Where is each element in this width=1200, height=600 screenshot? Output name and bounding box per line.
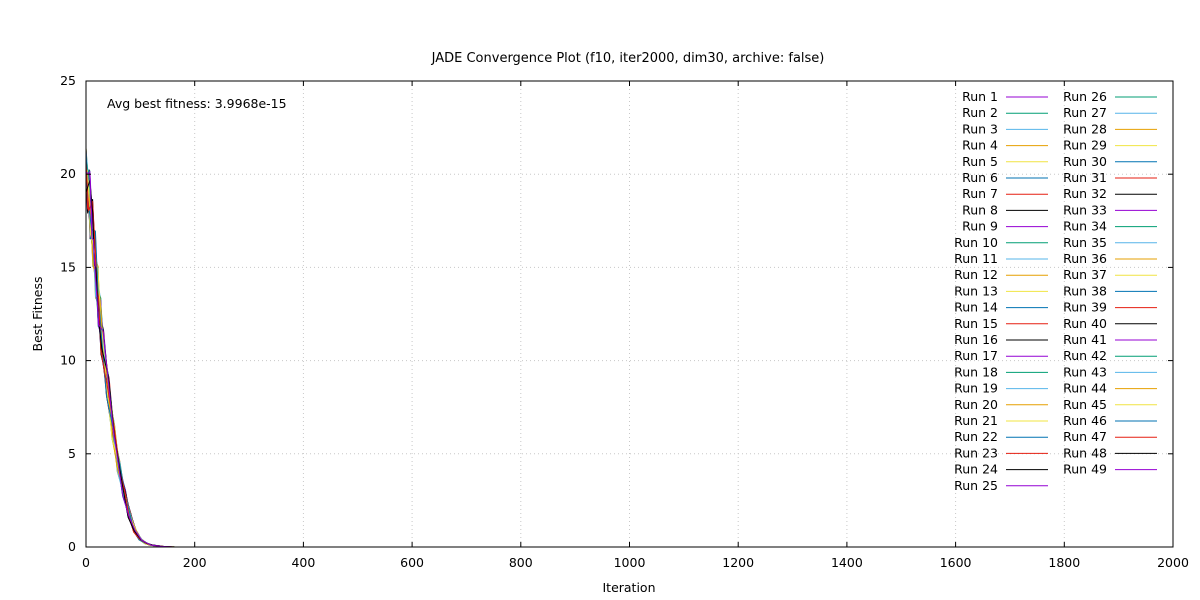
legend-label: Run 26 [1063,89,1107,104]
x-tick-label: 600 [400,555,424,570]
legend-label: Run 5 [962,154,998,169]
series-line [85,180,1173,548]
x-tick-label: 200 [183,555,207,570]
legend-label: Run 48 [1063,445,1107,460]
legend-label: Run 46 [1063,413,1107,428]
legend-label: Run 47 [1063,429,1107,444]
legend-label: Run 32 [1063,186,1107,201]
legend-label: Run 15 [954,316,998,331]
legend-label: Run 36 [1063,251,1107,266]
series-line [85,186,1173,548]
x-tick-label: 1400 [831,555,863,570]
series-line [85,181,1173,548]
legend-label: Run 17 [954,348,998,363]
legend-label: Run 20 [954,397,998,412]
legend-label: Run 10 [954,235,998,250]
series-line [85,171,1173,548]
legend-label: Run 23 [954,445,998,460]
legend-label: Run 2 [962,105,998,120]
x-tick-label: 400 [291,555,315,570]
legend-label: Run 25 [954,478,998,493]
legend-label: Run 1 [962,89,998,104]
series-line [85,157,1173,548]
legend-label: Run 11 [954,251,998,266]
series-line [85,148,1173,548]
series-line [85,147,1173,548]
x-tick-label: 1600 [940,555,972,570]
legend-label: Run 44 [1063,381,1107,396]
y-tick-label: 20 [60,166,76,181]
legend-label: Run 39 [1063,300,1107,315]
y-tick-label: 25 [60,73,76,88]
legend-label: Run 28 [1063,121,1107,136]
x-tick-label: 0 [82,555,90,570]
legend-label: Run 40 [1063,316,1107,331]
legend-label: Run 22 [954,429,998,444]
legend-label: Run 30 [1063,154,1107,169]
legend-label: Run 18 [954,364,998,379]
legend-label: Run 12 [954,267,998,282]
legend-label: Run 43 [1063,364,1107,379]
legend-label: Run 4 [962,138,998,153]
series-line [85,171,1173,548]
legend-label: Run 31 [1063,170,1107,185]
legend-label: Run 21 [954,413,998,428]
y-axis-label: Best Fitness [30,277,45,352]
y-tick-label: 15 [60,259,76,274]
x-tick-label: 800 [509,555,533,570]
y-tick-label: 5 [68,446,76,461]
legend-label: Run 38 [1063,283,1107,298]
chart-title: JADE Convergence Plot (f10, iter2000, di… [431,51,825,66]
series-line [85,171,1173,548]
legend-label: Run 35 [1063,235,1107,250]
x-tick-label: 2000 [1157,555,1189,570]
legend-label: Run 33 [1063,202,1107,217]
grid [86,81,1173,547]
legend-label: Run 29 [1063,138,1107,153]
series-line [85,148,1173,548]
avg-fitness-annotation: Avg best fitness: 3.9968e-15 [107,96,287,111]
legend-label: Run 42 [1063,348,1107,363]
x-axis-label: Iteration [602,580,655,595]
legend-label: Run 34 [1063,219,1107,234]
legend-label: Run 19 [954,381,998,396]
legend-label: Run 16 [954,332,998,347]
x-tick-label: 1200 [722,555,754,570]
series-line [85,158,1173,548]
legend-label: Run 27 [1063,105,1107,120]
legend-label: Run 6 [962,170,998,185]
series-line [85,171,1173,548]
legend-label: Run 7 [962,186,998,201]
legend-label: Run 3 [962,121,998,136]
y-tick-label: 0 [68,539,76,554]
legend-label: Run 13 [954,283,998,298]
legend-label: Run 41 [1063,332,1107,347]
axis-ticks: 0 200 400 600 800 1000 1200 1400 1600 1800 2000 0 5 1… [60,73,1189,570]
series-line [85,148,1173,548]
legend-label: Run 45 [1063,397,1107,412]
series-line [85,155,1173,548]
y-tick-label: 10 [60,353,76,368]
series-line [85,155,1173,548]
legend-label: Run 9 [962,219,998,234]
x-tick-label: 1800 [1048,555,1080,570]
series-line [85,148,1173,548]
legend-label: Run 49 [1063,462,1107,477]
series-lines [85,147,1173,548]
legend-label: Run 14 [954,300,998,315]
series-line [85,180,1173,548]
series-line [85,153,1173,548]
x-tick-label: 1000 [614,555,646,570]
legend-label: Run 8 [962,202,998,217]
series-line [85,149,1173,548]
legend-label: Run 24 [954,462,998,477]
legend-label: Run 37 [1063,267,1107,282]
